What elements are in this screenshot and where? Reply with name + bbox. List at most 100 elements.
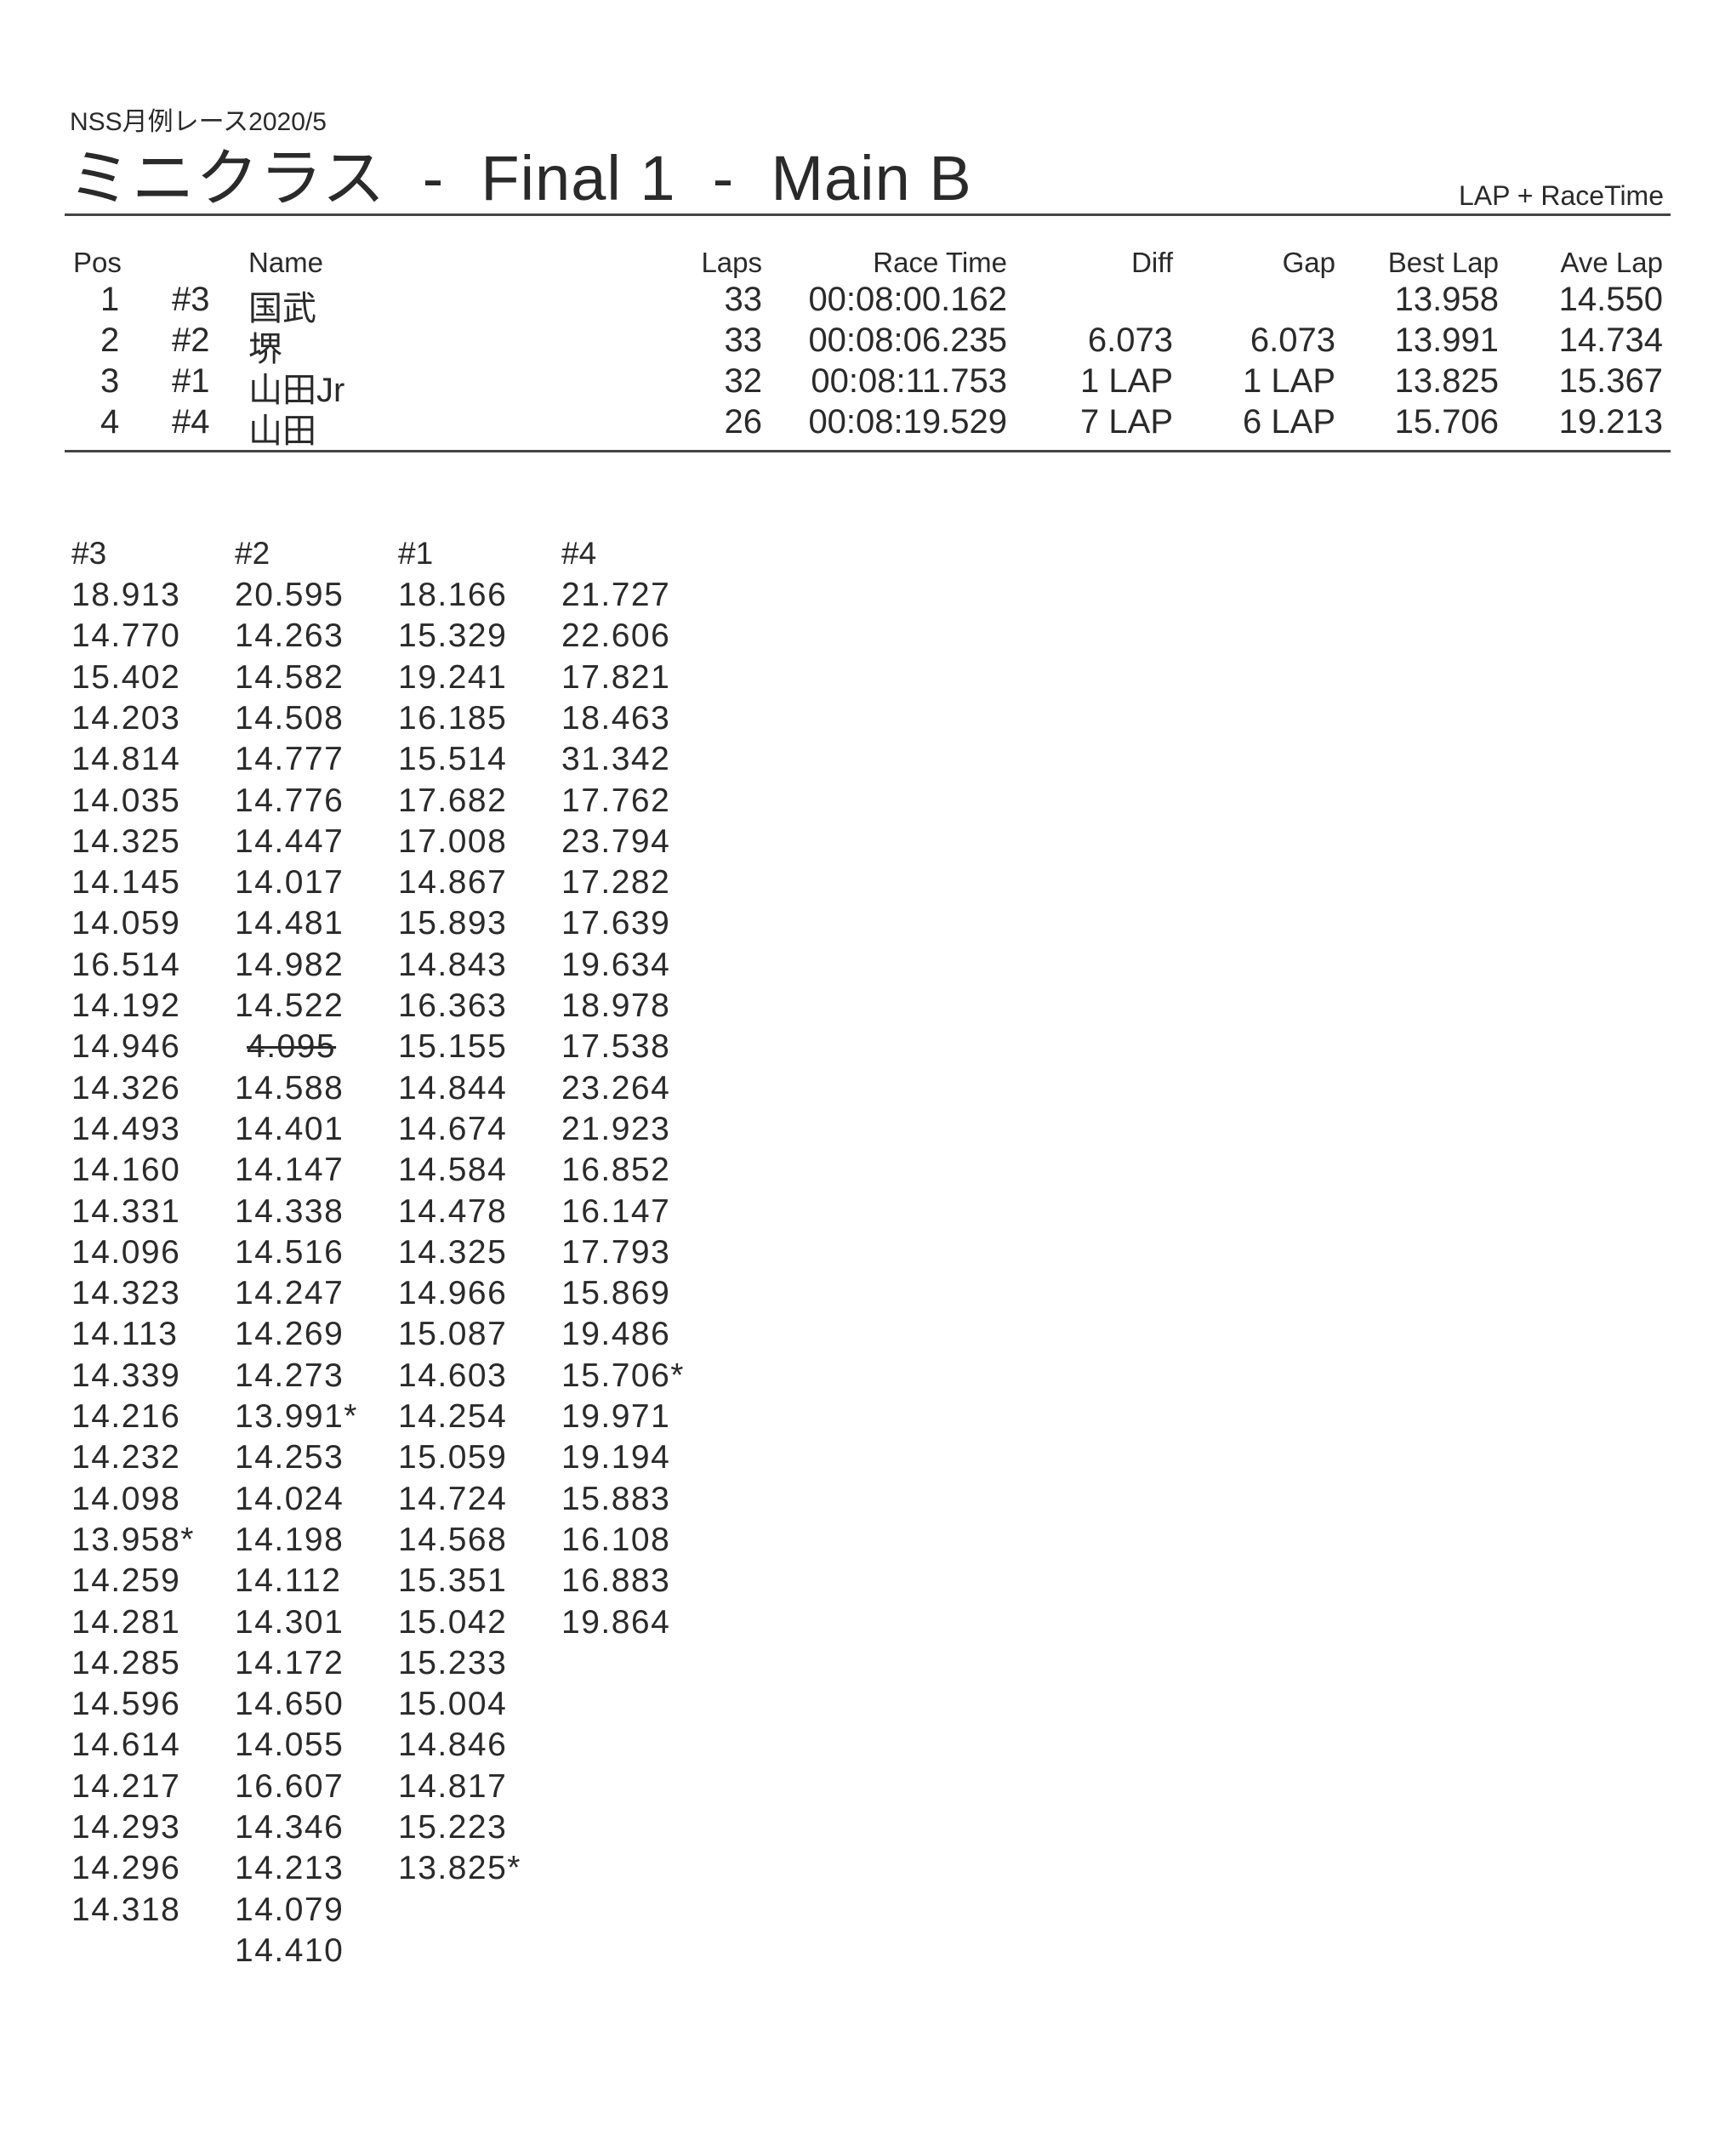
lap-time: 14.603 [398,1357,508,1394]
result-driver-name: 山田Jr [248,372,345,409]
lap-time: 14.596 [71,1686,181,1723]
lap-time-best: 13.958* [71,1521,195,1558]
lap-time: 14.674 [398,1110,508,1147]
lap-time: 14.326 [71,1069,181,1106]
lap-time: 14.481 [235,905,344,942]
lap-time: 14.508 [235,699,344,737]
col-header-ave-lap: Ave Lap [1560,247,1664,278]
lap-time: 16.147 [561,1192,671,1230]
lap-time: 14.203 [71,699,181,737]
result-car-number: #3 [172,281,210,318]
lap-time: 15.059 [398,1439,508,1476]
result-pos: 3 [100,362,120,400]
lap-time: 19.864 [561,1603,671,1641]
col-header-laps: Laps [701,247,762,278]
lap-time: 14.478 [398,1192,508,1230]
lap-time: 17.793 [561,1233,671,1271]
lap-time: 14.325 [71,822,181,860]
lap-time: 14.273 [235,1357,344,1394]
result-driver-name: 山田 [248,412,316,450]
lap-time: 14.113 [71,1316,179,1353]
lap-time: 14.867 [398,864,508,902]
lap-time: 17.008 [398,822,508,860]
col-header-pos: Pos [73,247,122,278]
lap-time: 4.095 [247,1028,337,1066]
result-driver-name: 堺 [248,331,282,368]
result-laps: 32 [724,362,763,400]
lap-time-best: 15.706* [561,1357,685,1394]
lap-time: 17.682 [398,782,508,819]
result-car-number: #4 [172,403,210,441]
report-mode-label: LAP + RaceTime [1459,180,1664,211]
lap-time: 14.172 [235,1644,344,1681]
lap-time: 19.486 [561,1316,671,1353]
lap-time: 14.293 [71,1809,181,1846]
lap-time: 14.325 [398,1233,508,1271]
lap-time: 14.584 [398,1152,508,1189]
lap-time: 15.329 [398,617,508,655]
result-laps: 33 [724,321,763,359]
lap-time: 14.982 [235,946,344,983]
lap-time: 14.017 [235,864,344,902]
lap-time: 16.185 [398,699,508,737]
col-header-race-time: Race Time [873,247,1007,278]
lap-time: 15.223 [398,1809,508,1846]
lap-time: 14.770 [71,617,181,655]
result-diff: 1 LAP [1080,362,1173,400]
lap-time: 14.160 [71,1152,181,1189]
lap-time: 14.285 [71,1644,181,1681]
lap-time: 14.966 [398,1275,508,1312]
lap-time: 17.821 [561,658,671,696]
lap-time: 14.216 [71,1398,181,1435]
result-ave-lap: 19.213 [1558,403,1663,441]
lap-time: 14.024 [235,1480,344,1517]
lap-time: 14.145 [71,864,181,902]
lap-time: 19.194 [561,1439,671,1476]
result-pos: 1 [100,281,120,318]
lap-time: 14.112 [235,1562,342,1600]
lap-time: 15.087 [398,1316,508,1353]
lap-time: 16.363 [398,987,508,1024]
lap-time: 14.096 [71,1233,181,1271]
lap-time: 14.035 [71,782,181,819]
result-race-time: 00:08:19.529 [808,403,1007,441]
lap-time: 14.198 [235,1521,344,1558]
col-header-diff: Diff [1131,247,1173,278]
lap-time: 14.346 [235,1809,344,1846]
lap-time: 15.004 [398,1686,508,1723]
lap-time: 17.639 [561,905,671,942]
lap-time: 14.339 [71,1357,181,1394]
lap-time: 14.059 [71,905,181,942]
lap-time: 14.516 [235,1233,344,1271]
lap-time: 19.241 [398,658,508,696]
lap-time: 20.595 [235,577,344,613]
lap-time: 14.814 [71,741,181,778]
lap-time: 14.401 [235,1110,344,1147]
lap-time: 16.852 [561,1152,671,1189]
event-subtitle: NSS月例レース2020/5 [70,108,327,136]
result-driver-name: 国武 [248,290,316,327]
result-laps: 33 [724,281,763,318]
lap-time: 14.568 [398,1521,508,1558]
lap-time: 16.883 [561,1562,671,1600]
lap-time: 14.817 [398,1767,508,1805]
lap-time: 18.166 [398,577,508,613]
lap-time: 23.264 [561,1069,671,1106]
lap-time: 14.098 [71,1480,181,1517]
result-pos: 2 [100,321,120,359]
lap-column-header: #3 [71,536,107,571]
bottom-divider [65,450,1671,452]
lap-time: 14.724 [398,1480,508,1517]
lap-time: 14.843 [398,946,508,983]
lap-time: 14.844 [398,1069,508,1106]
result-gap: 6.073 [1250,321,1335,359]
result-car-number: #2 [172,321,210,359]
lap-time: 14.846 [398,1727,508,1764]
lap-time: 14.247 [235,1275,344,1312]
lap-time: 18.913 [71,577,181,613]
lap-time: 14.232 [71,1439,181,1476]
result-race-time: 00:08:00.162 [808,281,1007,318]
top-divider [65,213,1671,216]
lap-time: 19.634 [561,946,671,983]
lap-time: 31.342 [561,741,671,778]
